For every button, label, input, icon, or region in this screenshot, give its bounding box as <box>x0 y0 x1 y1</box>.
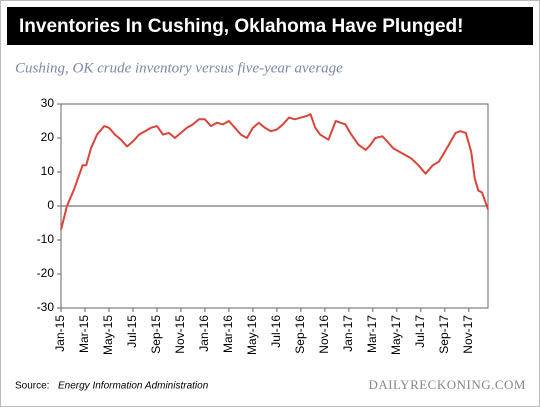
x-tick-label: Jan-15 <box>53 315 67 352</box>
x-tick-label: Mar-15 <box>77 315 91 353</box>
data-line <box>60 113 489 231</box>
source: Energy Information Administration <box>58 381 209 392</box>
x-tick-label: Jul-16 <box>269 315 283 348</box>
chart-subtitle: Cushing, OK crude inventory versus five-… <box>15 60 343 76</box>
x-tick-label: May-17 <box>389 315 403 355</box>
x-tick-label: Jan-16 <box>197 315 211 352</box>
x-tick-label: Sep-17 <box>437 315 451 354</box>
x-tick-label: May-16 <box>245 315 259 355</box>
x-tick-label: Jan-17 <box>341 315 355 352</box>
x-tick-label: Mar-17 <box>365 315 379 353</box>
y-tick-label: 30 <box>41 96 55 110</box>
x-tick-label: Nov-17 <box>461 315 475 354</box>
y-tick-label: -20 <box>37 266 55 280</box>
y-tick-label: 0 <box>47 198 54 212</box>
title-banner <box>7 7 533 45</box>
y-tick-label: -10 <box>37 232 55 246</box>
brand: DAILYRECKONING.COM <box>368 377 526 392</box>
chart-title: Inventories In Cushing, Oklahoma Have Pl… <box>19 16 463 37</box>
x-tick-label: Sep-15 <box>149 315 163 354</box>
x-tick-label: Mar-16 <box>221 315 235 353</box>
x-tick-label: Sep-16 <box>293 315 307 354</box>
x-tick-label: Jul-15 <box>125 315 139 348</box>
y-tick-label: 10 <box>41 164 55 178</box>
x-tick-label: Nov-15 <box>173 315 187 354</box>
x-tick-label: Jul-17 <box>413 315 427 348</box>
y-tick-label: 20 <box>41 130 55 144</box>
y-tick-label: -30 <box>37 300 55 314</box>
x-tick-label: May-15 <box>101 315 115 355</box>
source-label: Source: <box>15 381 49 392</box>
x-tick-label: Nov-16 <box>317 315 331 354</box>
